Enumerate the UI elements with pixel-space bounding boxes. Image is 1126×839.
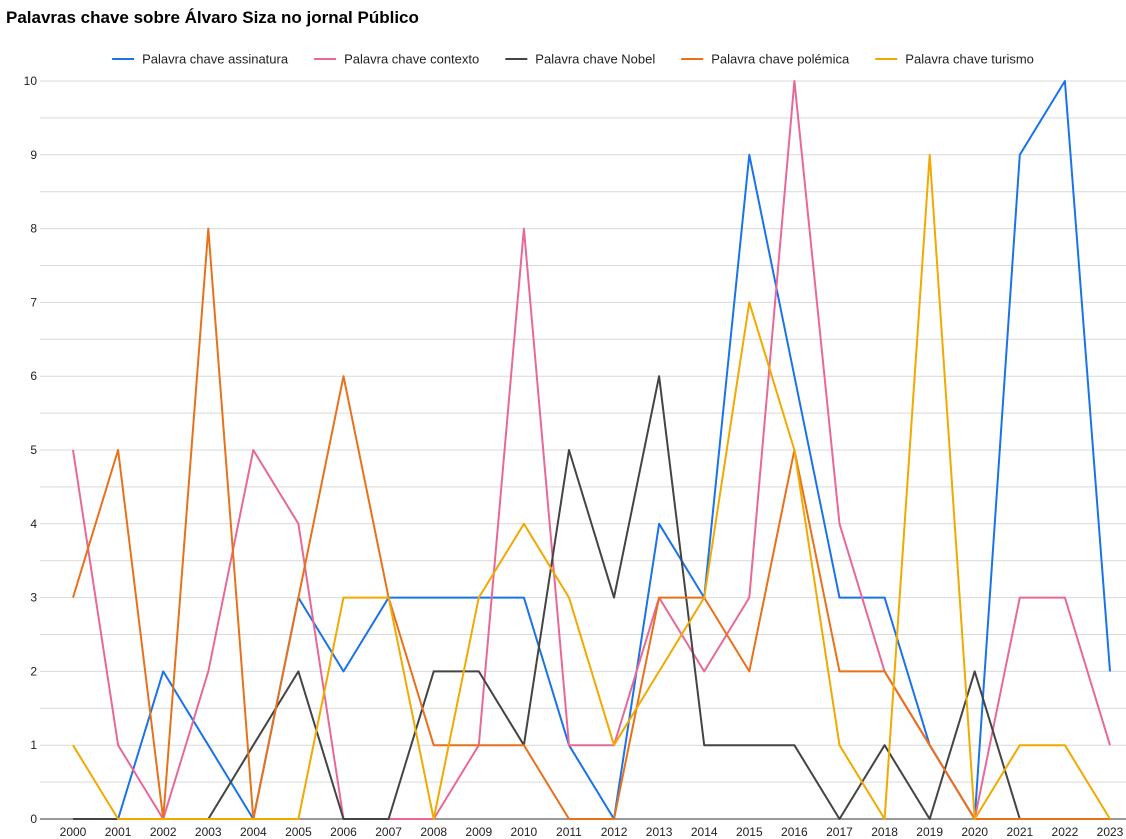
- legend-label: Palavra chave Nobel: [535, 52, 655, 67]
- series-line-4: [72, 227, 1110, 820]
- legend-item: Palavra chave Nobel: [505, 52, 655, 67]
- series-line-3: [73, 375, 1110, 820]
- x-tick-label: 2005: [285, 825, 312, 839]
- x-tick-label: 2006: [330, 825, 357, 839]
- x-tick-label: 2020: [961, 825, 988, 839]
- x-tick-label: 2021: [1006, 825, 1033, 839]
- x-tick-label: 2008: [420, 825, 447, 839]
- legend-item: Palavra chave assinatura: [112, 52, 289, 67]
- series-line-5: [72, 153, 1111, 820]
- x-tick-label: 2014: [691, 825, 718, 839]
- y-tick-label: 2: [30, 664, 37, 678]
- y-tick-label: 6: [30, 369, 37, 383]
- y-tick-label: 9: [30, 148, 37, 162]
- axes: 0 1 2 3 4 5 6 7 8 9 10 2000 2001 2002 2003 2004 2005 2006…: [24, 74, 1126, 839]
- x-tick-label: 2003: [195, 825, 222, 839]
- x-tick-label: 2010: [511, 825, 538, 839]
- chart-title: Palavras chave sobre Álvaro Siza no jorn…: [6, 8, 419, 27]
- x-tick-label: 2022: [1052, 825, 1079, 839]
- y-tick-label: 10: [24, 74, 38, 88]
- legend-item: Palavra chave contexto: [314, 52, 479, 67]
- x-tick-label: 2002: [150, 825, 177, 839]
- legend-label: Palavra chave assinatura: [142, 52, 289, 67]
- x-tick-label: 2007: [375, 825, 402, 839]
- x-tick-label: 2009: [465, 825, 492, 839]
- series-lines: [72, 80, 1111, 820]
- x-tick-label: 2004: [240, 825, 267, 839]
- legend-label: Palavra chave turismo: [905, 52, 1034, 67]
- x-tick-label: 2019: [916, 825, 943, 839]
- legend-label: Palavra chave polémica: [711, 52, 850, 67]
- x-tick-label: 2016: [781, 825, 808, 839]
- x-tick-label: 2001: [105, 825, 132, 839]
- y-tick-label: 3: [30, 591, 37, 605]
- grid-lines: [40, 80, 1126, 783]
- x-tick-label: 2013: [646, 825, 673, 839]
- y-tick-label: 7: [30, 295, 37, 309]
- legend: Palavra chave assinatura Palavra chave co…: [112, 52, 1034, 67]
- x-tick-label: 2015: [736, 825, 763, 839]
- x-tick-label: 2023: [1097, 825, 1124, 839]
- y-tick-label: 0: [30, 812, 37, 826]
- x-tick-label: 2000: [60, 825, 87, 839]
- legend-label: Palavra chave contexto: [344, 52, 479, 67]
- y-tick-label: 8: [30, 222, 37, 236]
- x-tick-label: 2017: [826, 825, 853, 839]
- y-tick-label: 4: [30, 517, 37, 531]
- y-tick-label: 5: [30, 443, 37, 457]
- x-tick-label: 2011: [556, 825, 582, 839]
- x-tick-label: 2018: [871, 825, 898, 839]
- x-tick-label: 2012: [601, 825, 628, 839]
- y-tick-label: 1: [30, 738, 37, 752]
- legend-item: Palavra chave turismo: [875, 52, 1034, 67]
- legend-item: Palavra chave polémica: [681, 52, 850, 67]
